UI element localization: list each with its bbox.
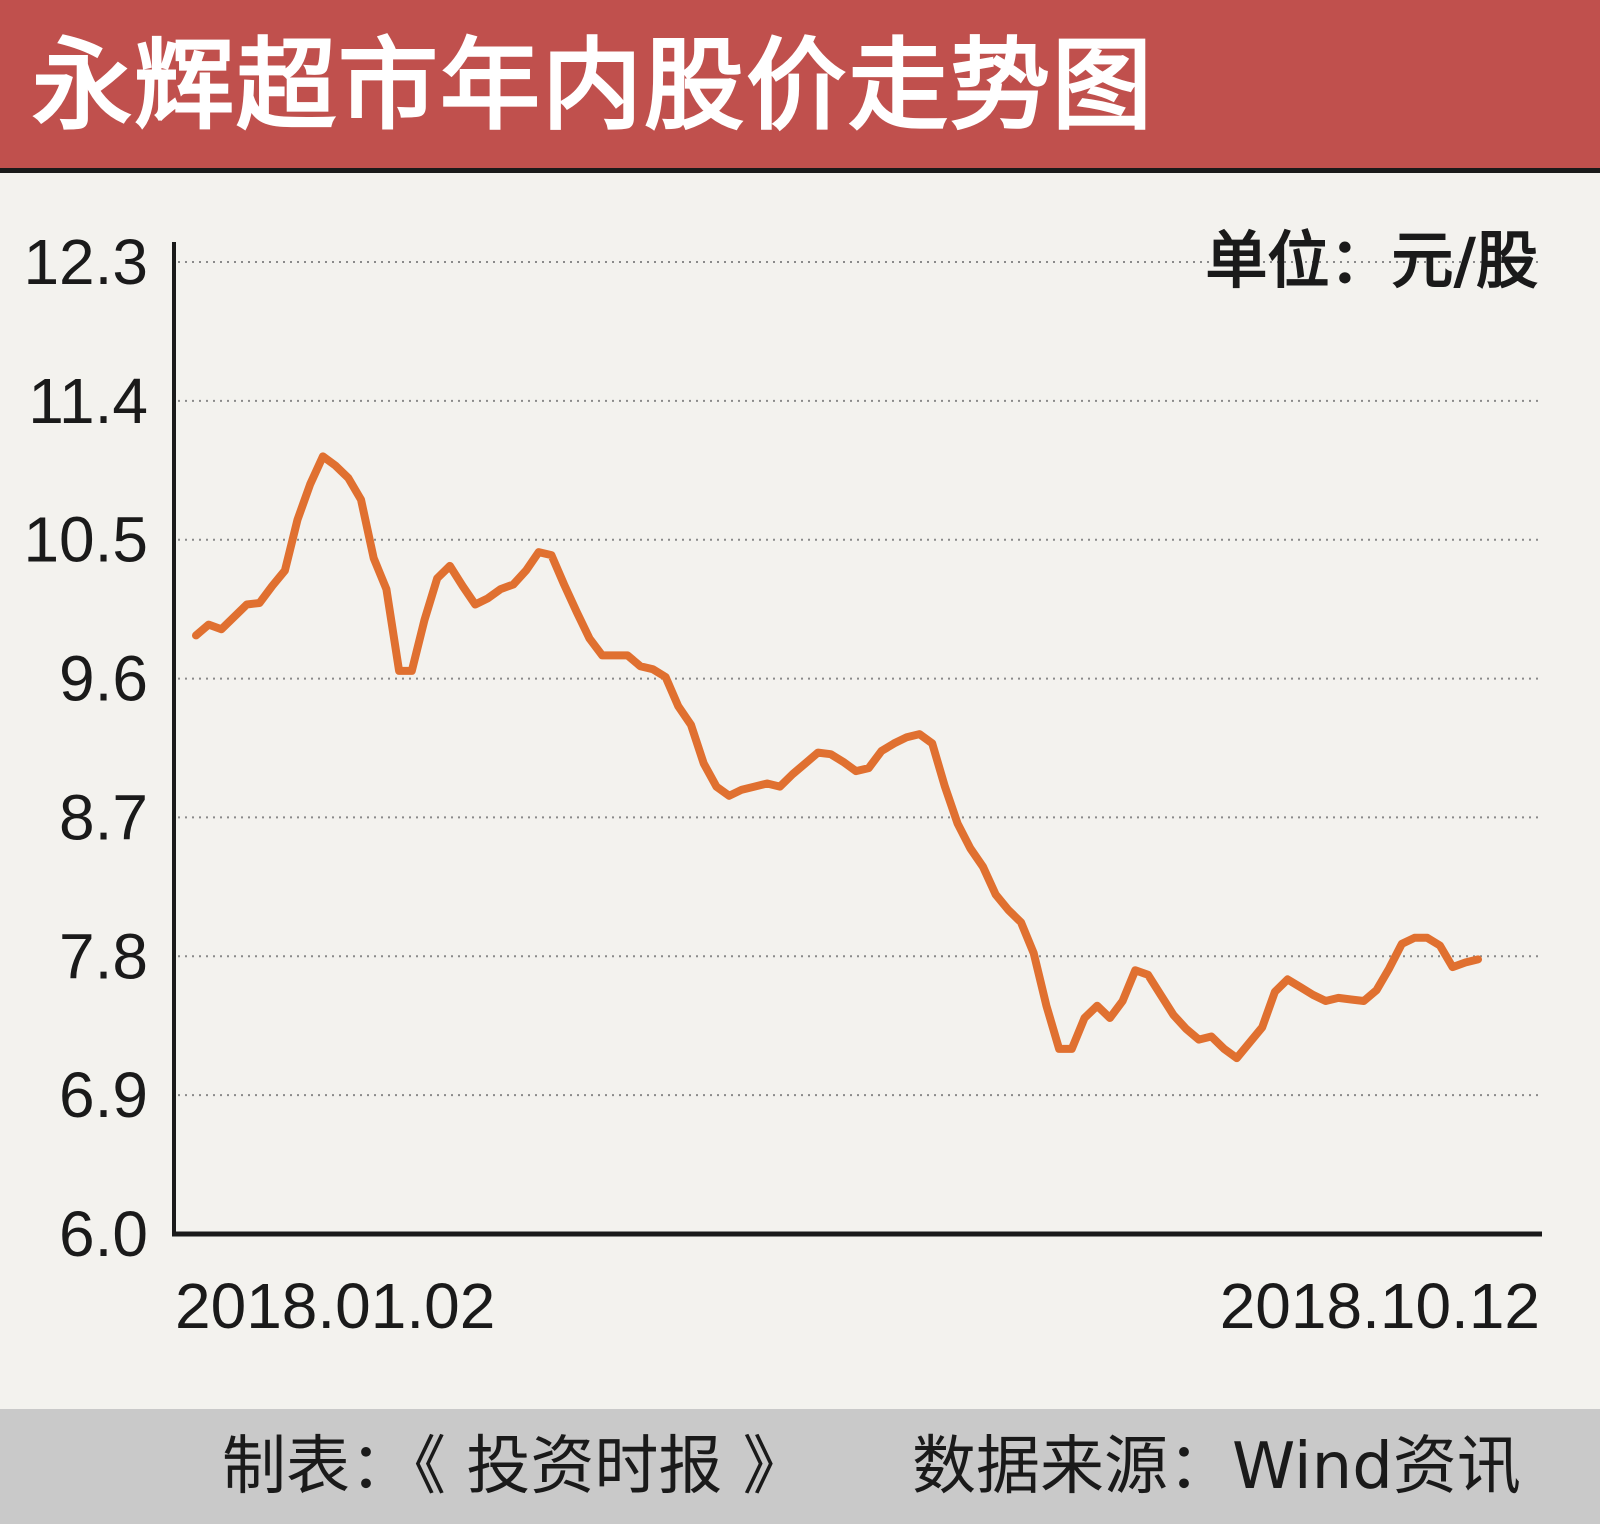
line-chart: 6.0 6.9 7.8 8.7 9.6 10.5 11.4 12.3 单位：元/股 2018.… bbox=[23, 224, 1542, 1342]
y-tick-label: 10.5 bbox=[23, 504, 148, 576]
y-tick-label: 6.0 bbox=[59, 1198, 148, 1270]
y-axis-ticks: 6.0 6.9 7.8 8.7 9.6 10.5 11.4 12.3 bbox=[23, 226, 148, 1270]
y-tick-label: 8.7 bbox=[59, 781, 148, 853]
y-tick-label: 11.4 bbox=[28, 365, 148, 437]
footer-made-by: 制表：《 投资时报 》 bbox=[222, 1430, 807, 1504]
title-bar: 永辉超市年内股价走势图 bbox=[0, 0, 1600, 173]
unit-label: 单位：元/股 bbox=[1205, 224, 1538, 297]
y-tick-label: 12.3 bbox=[23, 226, 148, 298]
footer: 制表：《 投资时报 》 数据来源：Wind资讯 bbox=[0, 1409, 1600, 1524]
price-line bbox=[192, 452, 1482, 1063]
x-tick-label-start: 2018.01.02 bbox=[175, 1270, 495, 1342]
chart-title: 永辉超市年内股价走势图 bbox=[32, 27, 1154, 144]
x-tick-label-end: 2018.10.12 bbox=[1220, 1270, 1540, 1342]
price-series bbox=[192, 452, 1482, 1063]
gridlines bbox=[178, 261, 1542, 1097]
footer-source: 数据来源：Wind资讯 bbox=[912, 1430, 1521, 1504]
y-tick-label: 6.9 bbox=[59, 1059, 148, 1131]
y-tick-label: 9.6 bbox=[59, 643, 148, 715]
y-tick-label: 7.8 bbox=[59, 920, 148, 992]
